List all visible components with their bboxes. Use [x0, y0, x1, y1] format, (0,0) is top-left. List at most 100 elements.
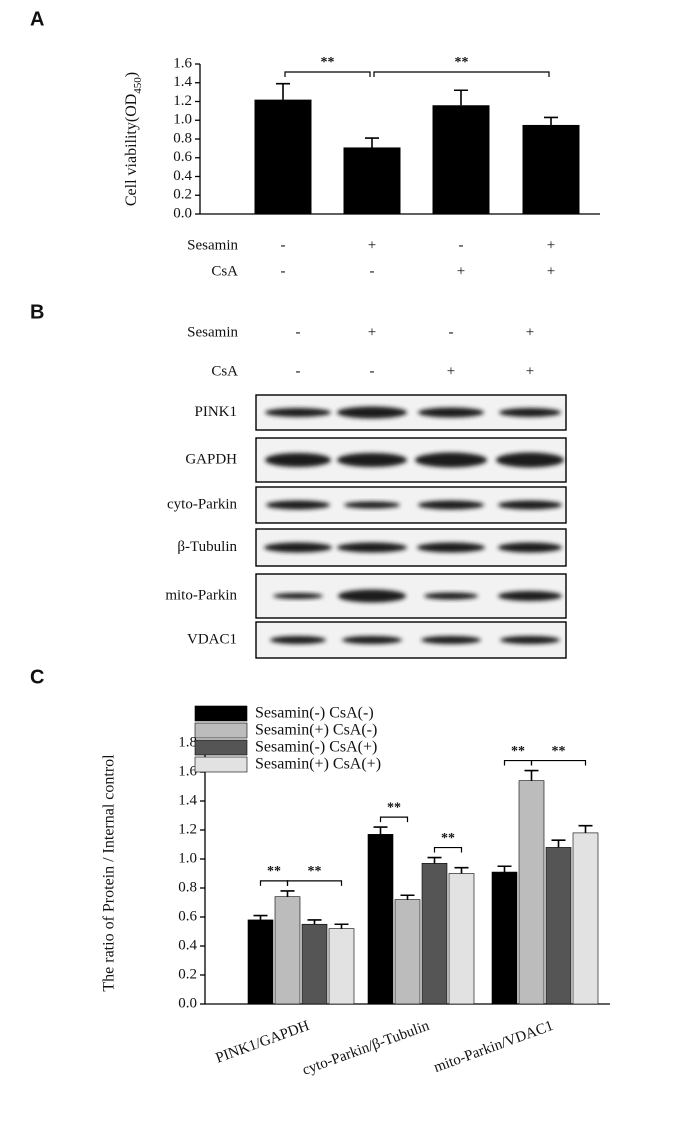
blot-band: [342, 636, 402, 644]
condition-label: CsA: [211, 263, 238, 279]
condition-sign: -: [370, 263, 375, 279]
significance-bracket: [259, 880, 289, 886]
y-label-end: ): [123, 72, 140, 77]
legend-label: Sesamin(+) CsA(+): [255, 756, 381, 773]
panel-label: B: [30, 301, 44, 323]
significance-bracket: [373, 71, 550, 77]
significance-label: **: [387, 800, 401, 815]
significance-bracket: [284, 71, 371, 77]
blot-band: [337, 406, 407, 419]
blot-row-label: VDAC1: [187, 631, 237, 647]
condition-sign: -: [459, 237, 464, 253]
legend-swatch: [194, 705, 248, 722]
bar: [522, 124, 580, 214]
y-tick-label: 0.0: [178, 995, 197, 1011]
condition-sign: +: [368, 324, 376, 340]
error-bar: [454, 89, 468, 106]
bar: [421, 863, 448, 1005]
y-tick-label: 0.6: [178, 908, 197, 924]
condition-sign: +: [547, 237, 555, 253]
blot-band: [499, 408, 561, 417]
y-tick-label: 1.0: [178, 850, 197, 866]
y-tick-label: 0.4: [178, 937, 197, 953]
condition-sign: -: [281, 263, 286, 279]
legend-label: Sesamin(-) CsA(+): [255, 739, 377, 756]
significance-bracket: [379, 816, 409, 823]
blot-row-label: mito-Parkin: [165, 587, 237, 603]
blot-band: [337, 542, 407, 553]
bar: [432, 105, 490, 214]
condition-label: Sesamin: [187, 324, 238, 340]
bar: [545, 847, 572, 1005]
y-axis-label: Cell viability(OD450): [123, 72, 144, 206]
blot-band: [424, 592, 478, 600]
blot-band: [500, 636, 560, 644]
error-bar: [280, 890, 295, 897]
bar: [518, 780, 545, 1005]
blot-band: [338, 589, 406, 603]
y-tick-label: 0.8: [173, 130, 192, 146]
significance-label: **: [308, 864, 322, 879]
y-tick-label: 1.4: [178, 792, 197, 808]
condition-sign: +: [526, 324, 534, 340]
bar: [491, 871, 518, 1005]
error-bar: [544, 116, 558, 125]
blot-band: [498, 542, 562, 553]
error-bar: [578, 824, 593, 833]
y-axis-label: The ratio of Protein / Internal control: [101, 754, 118, 992]
error-bar: [427, 856, 442, 864]
bar: [343, 147, 401, 214]
condition-sign: -: [370, 363, 375, 379]
blot-band: [496, 452, 564, 468]
blot-band: [273, 593, 323, 599]
condition-sign: +: [447, 363, 455, 379]
legend-swatch: [194, 722, 248, 739]
condition-sign: -: [281, 237, 286, 253]
error-bar: [307, 919, 322, 925]
blot-row-label: GAPDH: [185, 451, 237, 467]
legend-label: Sesamin(+) CsA(-): [255, 722, 377, 739]
condition-sign: +: [526, 363, 534, 379]
error-bar: [497, 865, 512, 873]
x-tick-label: PINK1/GAPDH: [214, 1018, 312, 1067]
significance-label: **: [321, 55, 335, 70]
significance-bracket: [503, 759, 533, 766]
condition-sign: -: [449, 324, 454, 340]
blot-band: [266, 500, 330, 510]
error-bar: [373, 826, 388, 835]
panel-label: C: [30, 666, 44, 688]
condition-sign: -: [296, 324, 301, 340]
x-tick-label: cyto-Parkin/β-Tubulin: [300, 1018, 432, 1079]
blot-row-label: PINK1: [194, 404, 237, 420]
condition-label: Sesamin: [187, 237, 238, 253]
y-tick-label: 0.6: [173, 149, 192, 165]
bar: [572, 832, 599, 1005]
error-bar: [524, 769, 539, 781]
error-bar: [276, 82, 290, 100]
bar: [254, 99, 312, 214]
significance-bracket: [530, 759, 587, 766]
error-bar: [253, 914, 268, 920]
blot-band: [270, 636, 326, 644]
significance-bracket: [433, 846, 463, 853]
blot-row-label: cyto-Parkin: [167, 496, 237, 512]
blot-row-label: β-Tubulin: [177, 539, 237, 555]
blot-band: [344, 501, 400, 509]
y-tick-label: 1.4: [173, 74, 192, 90]
significance-label: **: [267, 864, 281, 879]
blot-band: [265, 408, 331, 417]
significance-label: **: [455, 55, 469, 70]
y-tick-label: 0.4: [173, 168, 192, 184]
y-tick-label: 0.0: [173, 205, 192, 221]
blot-band: [498, 591, 562, 601]
y-tick-label: 0.8: [178, 879, 197, 895]
blot-band: [415, 452, 487, 468]
bar: [394, 899, 421, 1005]
significance-label: **: [511, 744, 525, 759]
legend-label: Sesamin(-) CsA(-): [255, 705, 374, 722]
y-tick-label: 0.2: [173, 187, 192, 203]
y-tick-label: 1.0: [173, 112, 192, 128]
blot-band: [418, 407, 484, 418]
y-tick-label: 1.2: [178, 821, 197, 837]
